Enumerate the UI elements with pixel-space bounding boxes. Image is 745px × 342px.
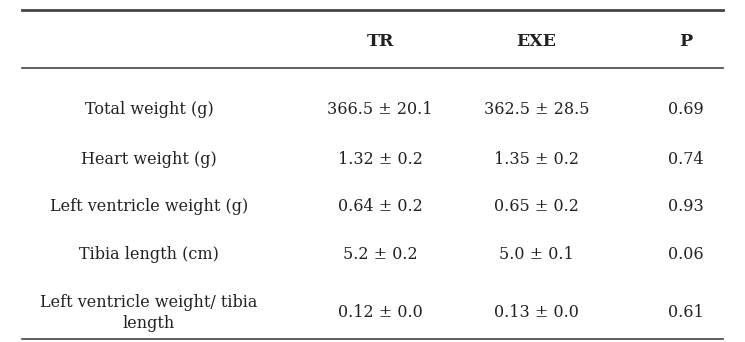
Text: EXE: EXE [516, 32, 557, 50]
Text: Heart weight (g): Heart weight (g) [81, 150, 217, 168]
Text: 366.5 ± 20.1: 366.5 ± 20.1 [327, 101, 433, 118]
Text: TR: TR [367, 32, 393, 50]
Text: Tibia length (cm): Tibia length (cm) [79, 246, 219, 263]
Text: Left ventricle weight (g): Left ventricle weight (g) [50, 198, 248, 215]
Text: Total weight (g): Total weight (g) [85, 101, 213, 118]
Text: 0.64 ± 0.2: 0.64 ± 0.2 [337, 198, 422, 215]
Text: 5.0 ± 0.1: 5.0 ± 0.1 [499, 246, 574, 263]
Text: 0.12 ± 0.0: 0.12 ± 0.0 [337, 304, 422, 321]
Text: 0.74: 0.74 [668, 150, 703, 168]
Text: 362.5 ± 28.5: 362.5 ± 28.5 [484, 101, 589, 118]
Text: 0.13 ± 0.0: 0.13 ± 0.0 [494, 304, 579, 321]
Text: P: P [679, 32, 692, 50]
Text: 5.2 ± 0.2: 5.2 ± 0.2 [343, 246, 417, 263]
Text: 0.69: 0.69 [668, 101, 703, 118]
Text: 1.32 ± 0.2: 1.32 ± 0.2 [337, 150, 422, 168]
Text: 0.06: 0.06 [668, 246, 703, 263]
Text: 0.93: 0.93 [668, 198, 703, 215]
Text: Left ventricle weight/ tibia
length: Left ventricle weight/ tibia length [40, 294, 258, 332]
Text: 0.61: 0.61 [668, 304, 703, 321]
Text: 1.35 ± 0.2: 1.35 ± 0.2 [494, 150, 579, 168]
Text: 0.65 ± 0.2: 0.65 ± 0.2 [494, 198, 579, 215]
